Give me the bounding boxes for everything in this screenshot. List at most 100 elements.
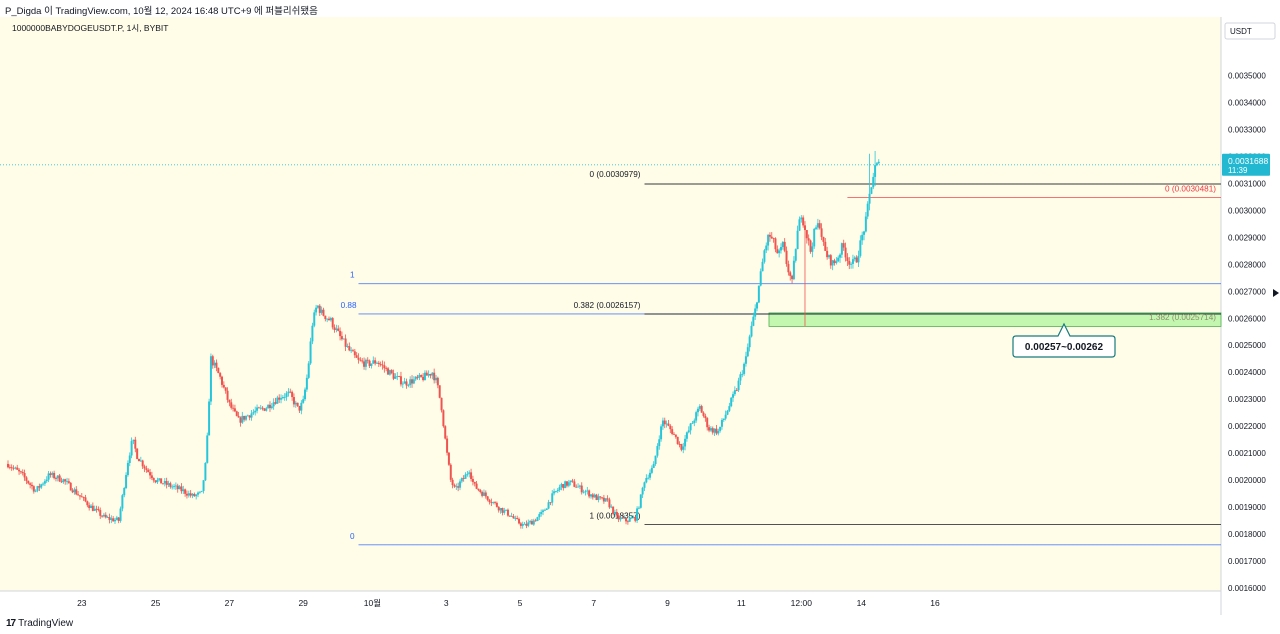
candle-body [462,478,465,479]
candle-body [54,478,57,479]
candle-body [125,475,128,488]
candle-body [809,240,812,252]
candle-body [21,471,24,474]
candle-body [449,464,452,480]
candle-body [322,309,325,316]
candle-body [405,381,408,386]
candle-body [78,495,81,497]
candle-body [827,255,830,258]
candle-body [859,240,862,256]
tradingview-brand: TradingView [18,618,74,629]
candle-body [184,489,187,494]
candle-body [163,480,166,484]
candle-body [861,234,864,241]
scroll-arrow-icon[interactable] [1273,289,1279,297]
candle-body [104,514,107,518]
price-tick-label: 0.0033000 [1228,125,1266,134]
candle-body [835,261,838,264]
candle-body [40,484,43,488]
candle-body [695,412,698,421]
candle-body [602,497,605,502]
candle-body [270,406,273,409]
candle-body [119,508,122,521]
candle-body [302,399,305,403]
candle-body [673,433,675,435]
candle-body [180,486,183,492]
candle-body [38,486,41,488]
candle-body [746,347,749,357]
candle-body [147,469,150,473]
currency-box[interactable] [1224,22,1276,40]
candle-body [340,336,343,340]
candle-body [529,521,532,523]
candle-body [313,312,316,326]
candle-body [468,472,471,474]
tradingview-logo: 17 TradingView [6,618,73,629]
candle-body [366,359,369,361]
candle-body [342,338,345,340]
candle-body [610,506,613,508]
candle-body [436,377,439,386]
candle-body [580,485,583,493]
candle-body [560,484,563,488]
candle-body [224,387,227,391]
candle-body [789,272,792,276]
time-tick-label: 23 [77,598,87,608]
candle-body [822,236,825,242]
time-tick-label: 29 [298,598,308,608]
candle-body [97,509,100,511]
candle-body [71,490,74,493]
callout-bubble [1012,322,1116,358]
candle-body [197,492,200,495]
callout-text: 0.00257~0.00262 [1025,342,1104,353]
candle-body [577,486,580,488]
candle-body [123,488,126,496]
chart-area[interactable]: 1 0.88 0 0 (0.0030979) 0.382 (0.0026157) 1 (0… [0,17,1280,617]
candle-body [667,423,670,426]
price-tick-label: 0.0026000 [1228,314,1266,323]
candle-body [824,241,827,251]
candle-body [268,404,271,409]
candle-body [169,483,172,487]
candle-body [652,464,655,468]
candle-body [241,415,244,423]
publish-header-text: P_Digda 이 TradingView.com, 10월 12, 2024 … [5,6,318,17]
candle-body [741,373,744,375]
support-zone [768,312,1222,327]
time-tick-label: 27 [225,598,235,608]
candle-body [470,472,473,479]
candle-body [720,419,723,427]
candle-body [709,428,712,431]
candle-body [137,458,140,462]
candle-body [558,487,561,490]
candle-body [429,374,432,376]
candle-body [350,350,353,352]
candle-body [189,493,192,496]
candle-body [770,236,773,239]
candle-body [84,497,87,502]
candle-body [438,385,441,398]
candle-body [174,485,177,487]
candle-body [182,489,185,492]
fib-level-label: 0 (0.0030979) [590,170,641,179]
candle-body [126,462,129,476]
candle-body [226,390,229,400]
candle-body [661,420,664,427]
candle-body [623,517,626,519]
price-axis-background [1221,17,1280,617]
candle-body [591,494,594,498]
candle-body [851,259,854,264]
candle-body [108,517,111,520]
symbol-label: 1000000BABYDOGEUSDT.P, 1시, BYBIT [12,23,169,33]
candle-body [656,446,659,456]
price-tick-label: 0.0025000 [1228,341,1266,350]
candle-body [363,361,366,367]
support-zone-layer [768,312,1222,327]
candle-body [329,318,332,321]
candle-body [815,227,818,229]
candle-body [630,517,633,519]
fib-level-label: 0 [350,532,355,541]
candle-body [597,496,600,500]
candle-body [767,234,770,246]
